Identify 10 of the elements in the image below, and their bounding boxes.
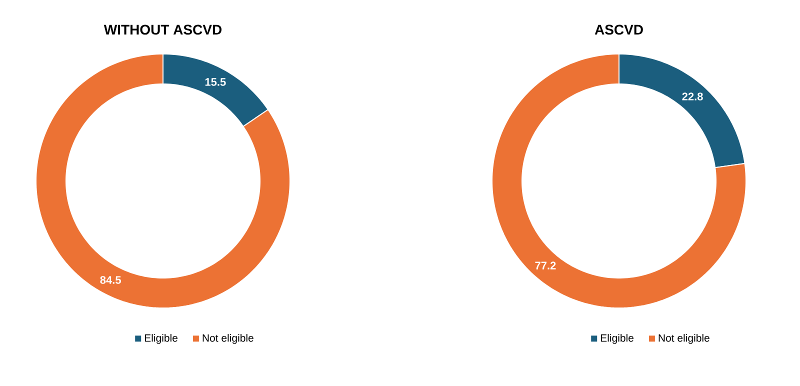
legend-label: Not eligible [202, 334, 254, 344]
chart-title: ASCVD [594, 24, 643, 35]
data-label: 84.5 [100, 276, 121, 284]
legend-label: Not eligible [658, 334, 710, 344]
data-label: 77.2 [535, 262, 556, 270]
legend-label: Eligible [600, 334, 634, 344]
legend-label: Eligible [144, 334, 178, 344]
data-label: 15.5 [205, 78, 226, 86]
data-label: 22.8 [682, 92, 703, 100]
chart-title: WITHOUT ASCVD [104, 24, 222, 35]
